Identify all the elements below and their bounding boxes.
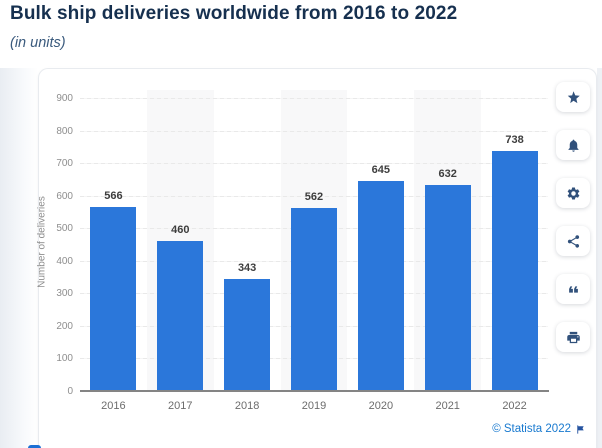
quote-icon bbox=[568, 285, 578, 293]
x-tick-label-2018: 2018 bbox=[234, 400, 260, 412]
x-tick-label-2016: 2016 bbox=[101, 400, 126, 412]
right-edge-strip bbox=[597, 68, 602, 448]
cite-button[interactable] bbox=[556, 274, 590, 304]
bar-value-label-2022: 738 bbox=[505, 134, 524, 146]
x-tick-label-2022: 2022 bbox=[502, 400, 527, 412]
bar-2019[interactable] bbox=[291, 208, 337, 391]
alerts-button[interactable] bbox=[556, 130, 590, 160]
cropped-element-sliver bbox=[28, 445, 41, 448]
bar-2016[interactable] bbox=[90, 207, 137, 391]
bar-chart-plot-area bbox=[80, 90, 548, 392]
share-button[interactable] bbox=[556, 226, 590, 256]
y-tick-label-100: 100 bbox=[56, 353, 73, 365]
x-tick-label-2017: 2017 bbox=[168, 400, 193, 412]
bar-2021[interactable] bbox=[424, 185, 471, 391]
bar-value-label-2017: 460 bbox=[171, 224, 190, 236]
left-edge-gradient bbox=[0, 68, 38, 448]
y-tick-label-600: 600 bbox=[56, 190, 73, 202]
bar-value-label-2020: 645 bbox=[371, 164, 391, 176]
statista-credit-link[interactable]: © Statista 2022 bbox=[492, 421, 586, 437]
print-button[interactable] bbox=[556, 322, 590, 352]
page-title: Bulk ship deliveries worldwide from 2016… bbox=[10, 3, 458, 24]
bar-2017[interactable] bbox=[157, 241, 204, 391]
y-tick-label-700: 700 bbox=[56, 158, 73, 170]
gear-icon bbox=[567, 187, 579, 199]
gridline-800 bbox=[80, 130, 548, 132]
y-axis-title: Number of deliveries bbox=[36, 196, 48, 288]
x-tick-label-2019: 2019 bbox=[301, 400, 327, 412]
y-tick-label-800: 800 bbox=[56, 125, 73, 137]
print-icon bbox=[566, 331, 580, 343]
share-icon bbox=[567, 234, 579, 248]
flag-icon bbox=[577, 424, 584, 434]
y-tick-label-900: 900 bbox=[56, 93, 73, 104]
y-tick-label-0: 0 bbox=[67, 386, 73, 397]
bar-value-label-2019: 562 bbox=[304, 191, 324, 203]
gridline-600 bbox=[80, 195, 548, 197]
bell-icon bbox=[568, 139, 578, 152]
page-subtitle: (in units) bbox=[10, 35, 66, 51]
settings-button[interactable] bbox=[556, 178, 590, 208]
bar-2022[interactable] bbox=[491, 151, 538, 391]
bar-2020[interactable] bbox=[357, 181, 404, 391]
bar-value-label-2018: 343 bbox=[237, 262, 257, 274]
y-tick-label-400: 400 bbox=[56, 255, 73, 267]
bar-2018[interactable] bbox=[224, 279, 271, 391]
gridline-700 bbox=[80, 163, 548, 165]
gridline-900 bbox=[80, 98, 548, 99]
y-tick-label-200: 200 bbox=[56, 320, 73, 332]
y-tick-label-500: 500 bbox=[56, 223, 73, 235]
credit-text: © Statista 2022 bbox=[492, 423, 571, 435]
x-tick-label-2021: 2021 bbox=[435, 400, 460, 412]
y-tick-label-300: 300 bbox=[56, 288, 73, 300]
x-axis-line bbox=[80, 390, 549, 392]
bar-value-label-2016: 566 bbox=[104, 190, 123, 202]
bar-value-label-2021: 632 bbox=[438, 168, 457, 180]
star-icon bbox=[567, 90, 580, 103]
favorite-button[interactable] bbox=[556, 82, 590, 112]
x-tick-label-2020: 2020 bbox=[368, 400, 394, 412]
